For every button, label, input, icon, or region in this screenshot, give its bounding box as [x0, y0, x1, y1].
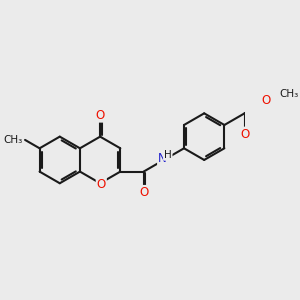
- Text: CH₃: CH₃: [4, 135, 23, 145]
- Text: H: H: [164, 150, 172, 160]
- Text: O: O: [97, 178, 106, 191]
- Text: CH₃: CH₃: [279, 89, 298, 99]
- Text: O: O: [95, 109, 105, 122]
- Text: N: N: [158, 152, 167, 165]
- Text: O: O: [139, 186, 148, 199]
- Text: O: O: [261, 94, 270, 107]
- Text: O: O: [240, 128, 249, 141]
